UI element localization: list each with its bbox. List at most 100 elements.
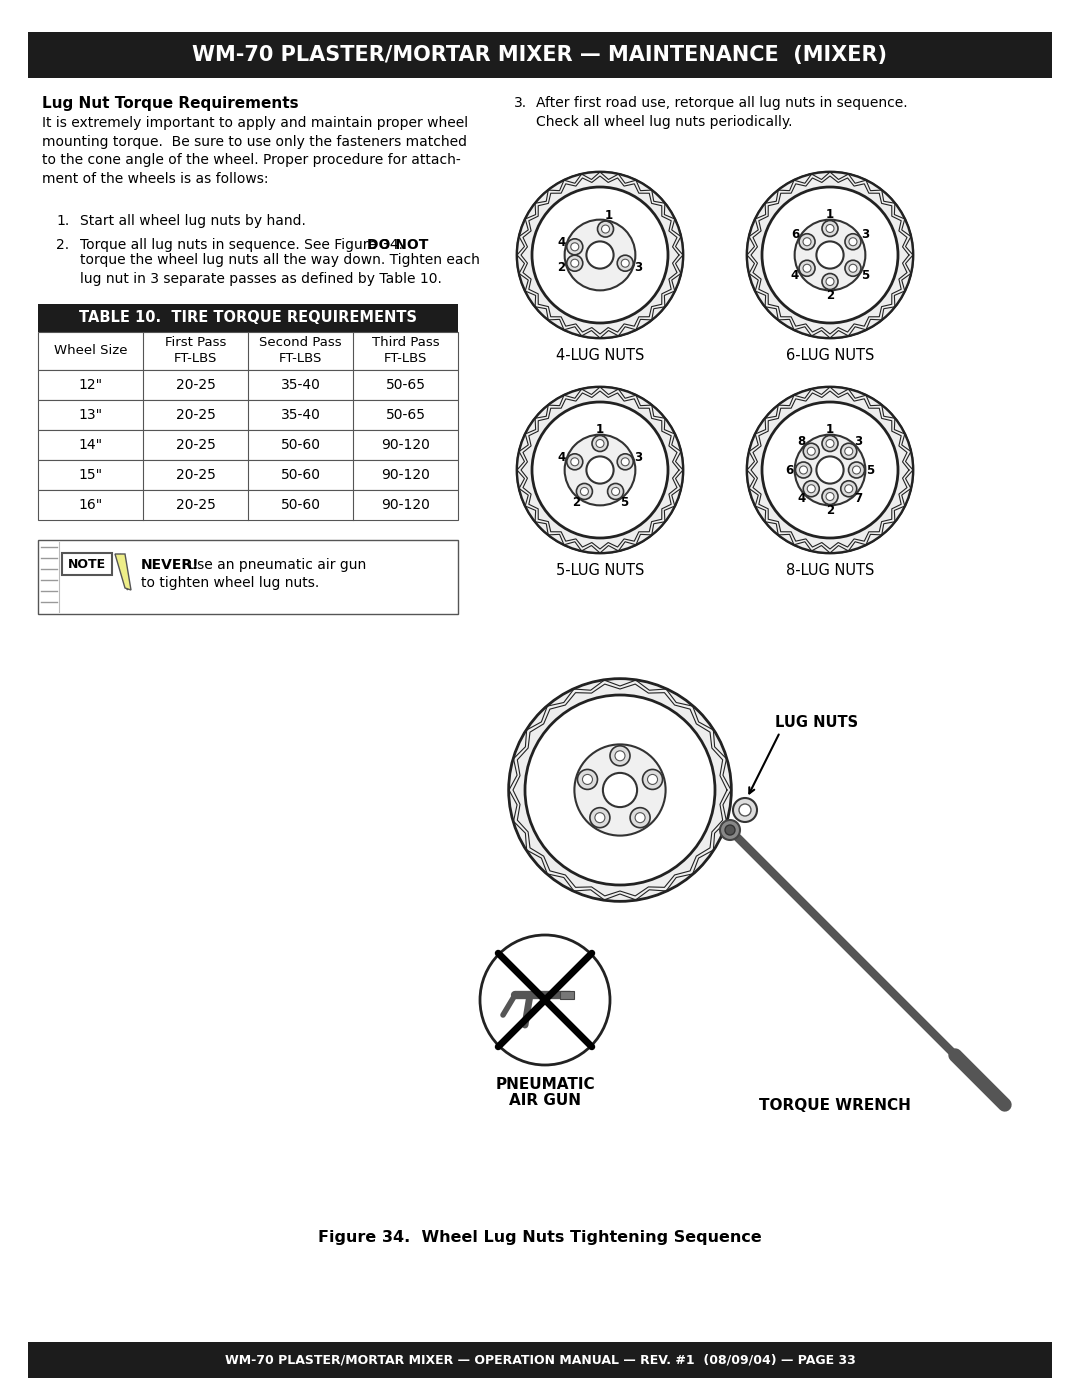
Circle shape [804, 481, 820, 497]
Circle shape [840, 443, 856, 460]
Circle shape [822, 436, 838, 451]
Circle shape [567, 454, 583, 469]
Circle shape [739, 805, 751, 816]
Bar [38, 400, 458, 430]
Text: TABLE 10.  TIRE TORQUE REQUIREMENTS: TABLE 10. TIRE TORQUE REQUIREMENTS [79, 310, 417, 326]
Circle shape [575, 745, 665, 835]
Circle shape [795, 434, 865, 506]
Text: 50-60: 50-60 [281, 439, 321, 453]
Bar [38, 332, 458, 370]
Circle shape [517, 172, 683, 338]
Text: 14": 14" [79, 439, 103, 453]
Text: 7: 7 [854, 492, 863, 506]
Text: 1: 1 [596, 423, 604, 436]
Circle shape [608, 483, 623, 500]
Circle shape [532, 402, 669, 538]
Circle shape [586, 242, 613, 268]
Text: After first road use, retorque all lug nuts in sequence.
Check all wheel lug nut: After first road use, retorque all lug n… [536, 96, 907, 129]
Circle shape [509, 679, 731, 901]
Circle shape [826, 225, 834, 232]
Text: 4: 4 [797, 492, 806, 506]
Circle shape [643, 770, 662, 789]
Circle shape [799, 260, 815, 277]
Text: TORQUE WRENCH: TORQUE WRENCH [759, 1098, 910, 1113]
Circle shape [747, 387, 913, 553]
Circle shape [720, 820, 740, 840]
Circle shape [582, 774, 593, 785]
Circle shape [586, 457, 613, 483]
Text: 20-25: 20-25 [176, 439, 215, 453]
Circle shape [615, 750, 625, 761]
Text: 16": 16" [79, 497, 103, 511]
Text: torque the wheel lug nuts all the way down. Tighten each
lug nut in 3 separate p: torque the wheel lug nuts all the way do… [80, 253, 480, 285]
Text: 5: 5 [866, 464, 875, 476]
Circle shape [480, 935, 610, 1065]
Circle shape [826, 278, 834, 285]
Circle shape [762, 187, 897, 323]
Circle shape [567, 256, 583, 271]
Text: Start all wheel lug nuts by hand.: Start all wheel lug nuts by hand. [80, 214, 306, 228]
Text: 50-60: 50-60 [281, 497, 321, 511]
Text: It is extremely important to apply and maintain proper wheel
mounting torque.  B: It is extremely important to apply and m… [42, 116, 468, 186]
Circle shape [577, 483, 593, 500]
Bar [38, 460, 458, 490]
Circle shape [799, 233, 815, 250]
Circle shape [852, 467, 861, 474]
Text: 2: 2 [826, 504, 834, 517]
Text: 1: 1 [826, 423, 834, 436]
Circle shape [517, 172, 683, 338]
Circle shape [578, 770, 597, 789]
Text: 5: 5 [620, 496, 627, 510]
Circle shape [603, 773, 637, 807]
Circle shape [796, 462, 811, 478]
Text: 20-25: 20-25 [176, 379, 215, 393]
Circle shape [822, 274, 838, 289]
Circle shape [807, 485, 815, 493]
Text: 90-120: 90-120 [381, 439, 430, 453]
Circle shape [849, 237, 856, 246]
Circle shape [590, 807, 610, 827]
Text: 3: 3 [634, 451, 643, 464]
Text: WM-70 PLASTER/MORTAR MIXER — MAINTENANCE  (MIXER): WM-70 PLASTER/MORTAR MIXER — MAINTENANCE… [192, 45, 888, 66]
Circle shape [509, 679, 731, 901]
Circle shape [618, 256, 633, 271]
Circle shape [804, 264, 811, 272]
Circle shape [816, 457, 843, 483]
Circle shape [822, 221, 838, 236]
Circle shape [621, 260, 630, 267]
Text: Second Pass
FT-LBS: Second Pass FT-LBS [259, 337, 341, 366]
Text: Figure 34.  Wheel Lug Nuts Tightening Sequence: Figure 34. Wheel Lug Nuts Tightening Seq… [319, 1229, 761, 1245]
Text: 13": 13" [79, 408, 103, 422]
Circle shape [725, 826, 735, 835]
Text: 2.: 2. [56, 237, 69, 251]
Circle shape [733, 798, 757, 821]
Text: 2: 2 [557, 261, 566, 274]
Text: 1: 1 [605, 210, 612, 222]
Circle shape [610, 746, 630, 766]
Bar [38, 430, 458, 460]
Circle shape [570, 458, 579, 465]
Text: 1.: 1. [56, 214, 69, 228]
Text: 2: 2 [826, 289, 834, 302]
Text: use an pneumatic air gun: use an pneumatic air gun [184, 557, 366, 571]
Text: LUG NUTS: LUG NUTS [775, 715, 859, 731]
Bar [38, 370, 458, 400]
Circle shape [602, 225, 609, 233]
Bar [28, 32, 1052, 78]
Text: 5: 5 [861, 268, 869, 282]
Circle shape [799, 467, 808, 474]
Bar [38, 490, 458, 520]
Text: NEVER!: NEVER! [141, 557, 200, 571]
Text: 3.: 3. [514, 96, 527, 110]
Circle shape [621, 458, 630, 465]
Text: 15": 15" [79, 468, 103, 482]
Circle shape [630, 807, 650, 827]
Text: 6: 6 [785, 464, 794, 476]
Circle shape [570, 260, 579, 267]
Text: DO NOT: DO NOT [366, 237, 428, 251]
Text: Third Pass
FT-LBS: Third Pass FT-LBS [372, 337, 440, 366]
Circle shape [580, 488, 589, 496]
Circle shape [747, 172, 913, 338]
Circle shape [816, 242, 843, 268]
Text: 8-LUG NUTS: 8-LUG NUTS [786, 563, 874, 578]
